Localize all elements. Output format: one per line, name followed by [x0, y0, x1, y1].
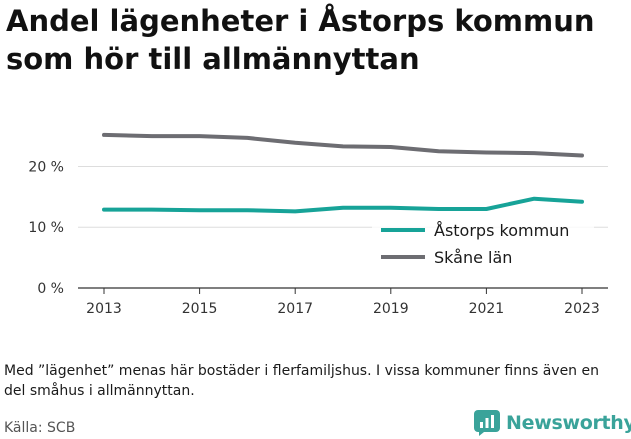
line-chart: 0 % 10 % 20 % 2013 2015 2017 2019 2021 2023 Åst… — [28, 132, 608, 317]
legend-background — [372, 214, 594, 272]
x-tick-label: 2013 — [86, 301, 122, 317]
brand-name: Newsworthy — [506, 412, 631, 434]
legend-label: Skåne län — [434, 248, 512, 267]
x-tick-label: 2015 — [182, 301, 218, 317]
y-tick-label: 20 % — [28, 159, 64, 175]
x-tick-label: 2017 — [277, 301, 313, 317]
series-line-0 — [102, 196, 584, 214]
chart-note: Med ”lägenhet” menas här bostäder i fler… — [4, 363, 599, 399]
y-tick-label: 0 % — [37, 281, 64, 297]
chart-title: Andel lägenheter i Åstorps kommun som hö… — [6, 4, 595, 76]
newsworthy-logo-icon — [474, 410, 500, 436]
y-tick-labels: 0 % 10 % 20 % — [28, 159, 64, 297]
source-label: Källa: SCB — [4, 420, 76, 436]
x-tick-label: 2019 — [373, 301, 409, 317]
x-tick-label: 2023 — [564, 301, 600, 317]
x-tick-labels: 2013 2015 2017 2019 2021 2023 — [86, 288, 600, 317]
series-line-1 — [102, 132, 584, 158]
legend-label: Åstorps kommun — [434, 221, 569, 240]
y-tick-label: 10 % — [28, 220, 64, 236]
series-lines — [102, 132, 584, 214]
newsworthy-logo: Newsworthy — [474, 409, 631, 437]
x-tick-label: 2021 — [469, 301, 505, 317]
legend: Åstorps kommun Skåne län — [372, 214, 594, 272]
